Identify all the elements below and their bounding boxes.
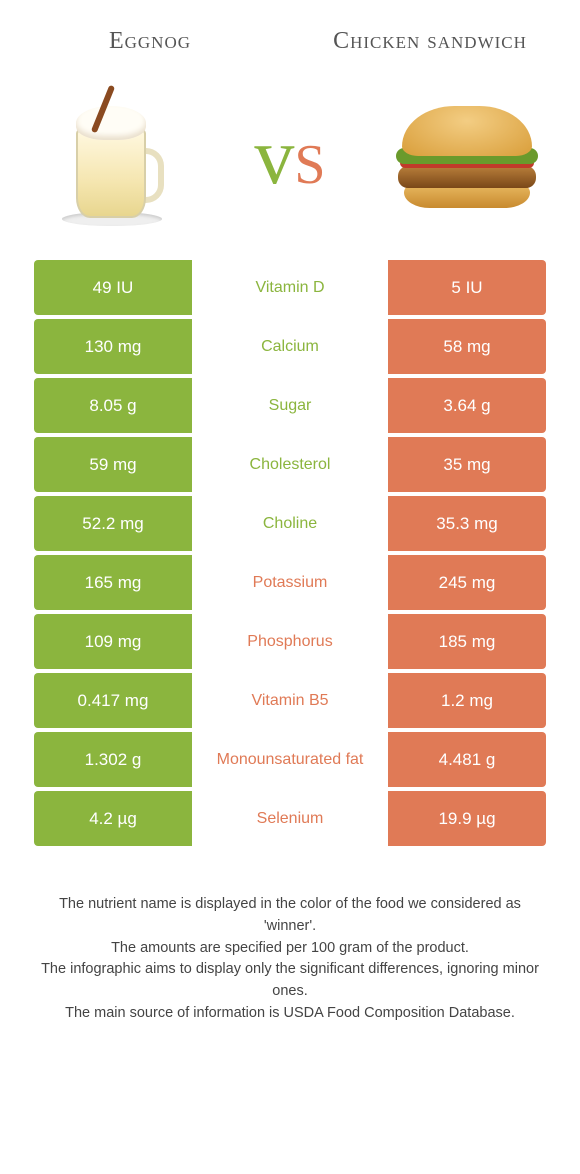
right-food-title: Chicken sandwich: [290, 28, 570, 55]
vs-s: s: [294, 112, 325, 203]
right-value: 58 mg: [388, 319, 546, 374]
nutrient-name: Monounsaturated fat: [192, 732, 388, 787]
sandwich-image: [385, 75, 550, 240]
vs-v: v: [254, 112, 294, 203]
nutrient-name: Vitamin B5: [192, 673, 388, 728]
nutrient-name: Potassium: [192, 555, 388, 610]
eggnog-image: [30, 75, 195, 240]
header-titles: Eggnog Chicken sandwich: [0, 0, 580, 65]
nutrient-name: Cholesterol: [192, 437, 388, 492]
footnote-line: The nutrient name is displayed in the co…: [40, 894, 540, 938]
right-value: 35.3 mg: [388, 496, 546, 551]
nutrient-row: 130 mgCalcium58 mg: [34, 319, 546, 374]
nutrient-row: 49 IUVitamin D5 IU: [34, 260, 546, 315]
nutrient-name: Sugar: [192, 378, 388, 433]
nutrient-name: Vitamin D: [192, 260, 388, 315]
vs-label: vs: [254, 112, 325, 203]
left-value: 130 mg: [34, 319, 192, 374]
left-value: 1.302 g: [34, 732, 192, 787]
right-value: 1.2 mg: [388, 673, 546, 728]
nutrient-name: Choline: [192, 496, 388, 551]
footnote-line: The infographic aims to display only the…: [40, 959, 540, 1003]
footnote-line: The main source of information is USDA F…: [40, 1003, 540, 1025]
images-row: vs: [0, 65, 580, 260]
left-value: 109 mg: [34, 614, 192, 669]
nutrient-table: 49 IUVitamin D5 IU130 mgCalcium58 mg8.05…: [0, 260, 580, 846]
left-value: 8.05 g: [34, 378, 192, 433]
right-value: 35 mg: [388, 437, 546, 492]
right-value: 5 IU: [388, 260, 546, 315]
left-value: 0.417 mg: [34, 673, 192, 728]
nutrient-row: 165 mgPotassium245 mg: [34, 555, 546, 610]
nutrient-row: 109 mgPhosphorus185 mg: [34, 614, 546, 669]
nutrient-row: 0.417 mgVitamin B51.2 mg: [34, 673, 546, 728]
right-value: 185 mg: [388, 614, 546, 669]
left-value: 59 mg: [34, 437, 192, 492]
left-value: 165 mg: [34, 555, 192, 610]
left-value: 49 IU: [34, 260, 192, 315]
nutrient-name: Calcium: [192, 319, 388, 374]
left-value: 52.2 mg: [34, 496, 192, 551]
right-value: 245 mg: [388, 555, 546, 610]
right-value: 19.9 µg: [388, 791, 546, 846]
footnote-line: The amounts are specified per 100 gram o…: [40, 938, 540, 960]
nutrient-row: 8.05 gSugar3.64 g: [34, 378, 546, 433]
nutrient-row: 52.2 mgCholine35.3 mg: [34, 496, 546, 551]
nutrient-row: 4.2 µgSelenium19.9 µg: [34, 791, 546, 846]
left-food-title: Eggnog: [10, 28, 290, 55]
nutrient-name: Phosphorus: [192, 614, 388, 669]
footnotes: The nutrient name is displayed in the co…: [0, 850, 580, 1025]
right-value: 3.64 g: [388, 378, 546, 433]
nutrient-row: 1.302 gMonounsaturated fat4.481 g: [34, 732, 546, 787]
left-value: 4.2 µg: [34, 791, 192, 846]
nutrient-row: 59 mgCholesterol35 mg: [34, 437, 546, 492]
right-value: 4.481 g: [388, 732, 546, 787]
nutrient-name: Selenium: [192, 791, 388, 846]
